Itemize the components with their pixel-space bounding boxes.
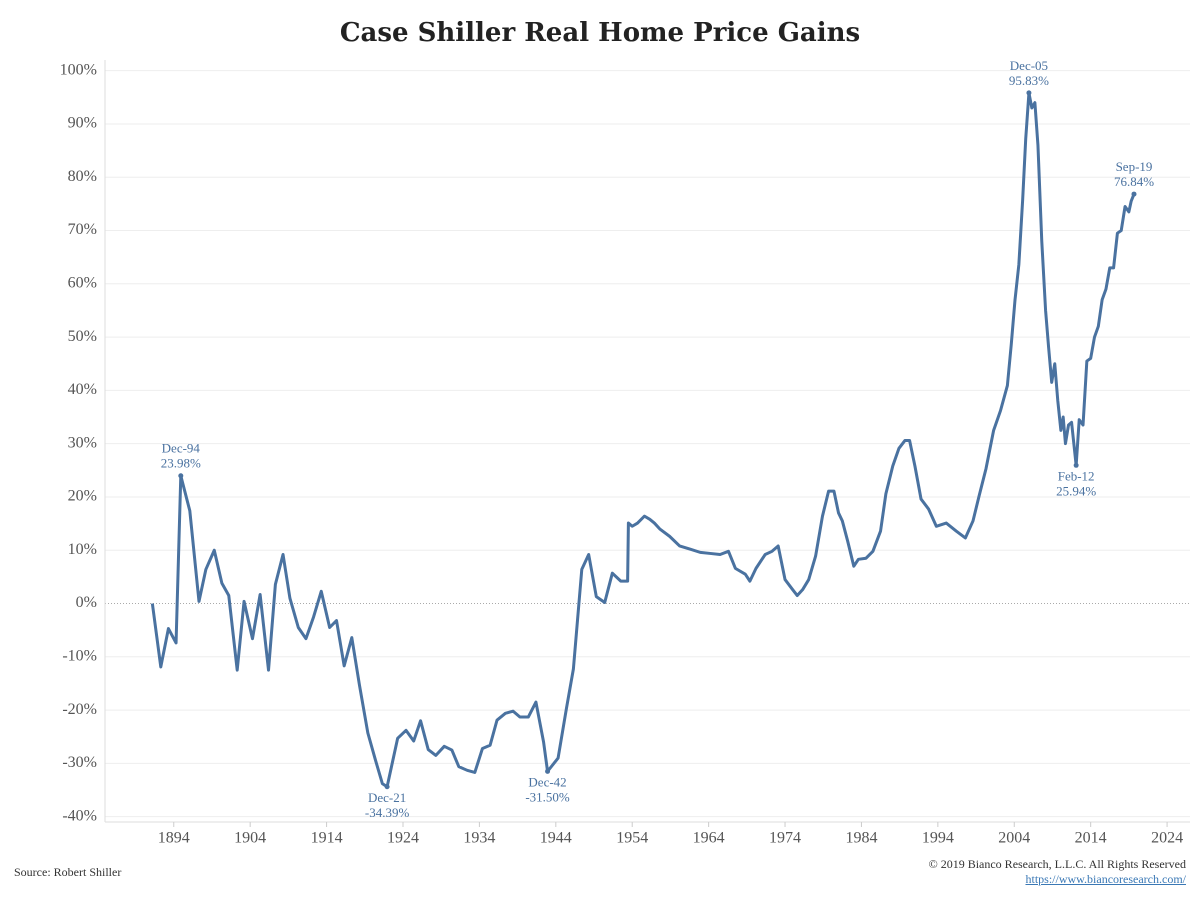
annotation-value: -31.50% xyxy=(525,789,570,804)
y-tick-label: 20% xyxy=(68,488,97,505)
y-tick-label: -20% xyxy=(62,701,97,718)
annotation-point xyxy=(178,473,184,479)
y-tick-label: 30% xyxy=(68,434,97,451)
annotation-date: Sep-19 xyxy=(1116,159,1153,174)
x-tick-label: 1934 xyxy=(463,830,495,847)
annotation-value: 25.94% xyxy=(1056,483,1096,498)
annotation-point xyxy=(384,784,390,790)
y-tick-label: 10% xyxy=(68,541,97,558)
annotation-date: Feb-12 xyxy=(1058,468,1095,483)
url-link[interactable]: https://www.biancoresearch.com/ xyxy=(1025,872,1186,886)
annotation-point xyxy=(1073,462,1079,468)
annotation-date: Dec-05 xyxy=(1010,58,1048,73)
y-tick-label: 90% xyxy=(68,115,97,132)
y-tick-label: 60% xyxy=(68,274,97,291)
x-tick-label: 1984 xyxy=(845,830,877,847)
y-tick-label: 0% xyxy=(76,594,97,611)
annotation-point xyxy=(545,768,551,774)
x-tick-label: 1904 xyxy=(234,830,266,847)
y-tick-label: -30% xyxy=(62,754,97,771)
x-tick-label: 1974 xyxy=(769,830,801,847)
x-tick-label: 2014 xyxy=(1075,830,1107,847)
annotation-value: 23.98% xyxy=(161,456,201,471)
x-tick-label: 2004 xyxy=(998,830,1030,847)
x-tick-label: 1944 xyxy=(540,830,572,847)
y-tick-label: 100% xyxy=(60,61,97,78)
y-tick-label: -40% xyxy=(62,807,97,824)
y-tick-label: 40% xyxy=(68,381,97,398)
x-tick-label: 1924 xyxy=(387,830,419,847)
copyright: © 2019 Bianco Research, L.L.C. All Right… xyxy=(928,857,1186,871)
x-tick-label: 1954 xyxy=(616,830,648,847)
annotation-date: Dec-42 xyxy=(528,774,566,789)
annotation-point xyxy=(1026,90,1032,96)
x-tick-label: 2024 xyxy=(1151,830,1183,847)
price-line xyxy=(150,91,1136,789)
annotation-point xyxy=(1131,191,1137,197)
y-tick-label: 80% xyxy=(68,168,97,185)
source: Source: Robert Shiller xyxy=(14,865,122,879)
y-tick-label: 50% xyxy=(68,328,97,345)
footer: © 2019 Bianco Research, L.L.C. All Right… xyxy=(929,857,1186,887)
annotation-date: Dec-94 xyxy=(162,441,201,456)
y-tick-label: 70% xyxy=(68,221,97,238)
y-tick-label: -10% xyxy=(62,647,97,664)
annotation-value: 76.84% xyxy=(1114,174,1154,189)
x-tick-label: 1964 xyxy=(693,830,725,847)
annotation-value: -34.39% xyxy=(365,805,410,820)
x-tick-label: 1914 xyxy=(311,830,343,847)
x-tick-label: 1894 xyxy=(158,830,190,847)
x-tick-label: 1994 xyxy=(922,830,954,847)
annotation-date: Dec-21 xyxy=(368,790,406,805)
chart-title: Case Shiller Real Home Price Gains xyxy=(340,18,860,48)
annotation-value: 95.83% xyxy=(1009,73,1049,88)
